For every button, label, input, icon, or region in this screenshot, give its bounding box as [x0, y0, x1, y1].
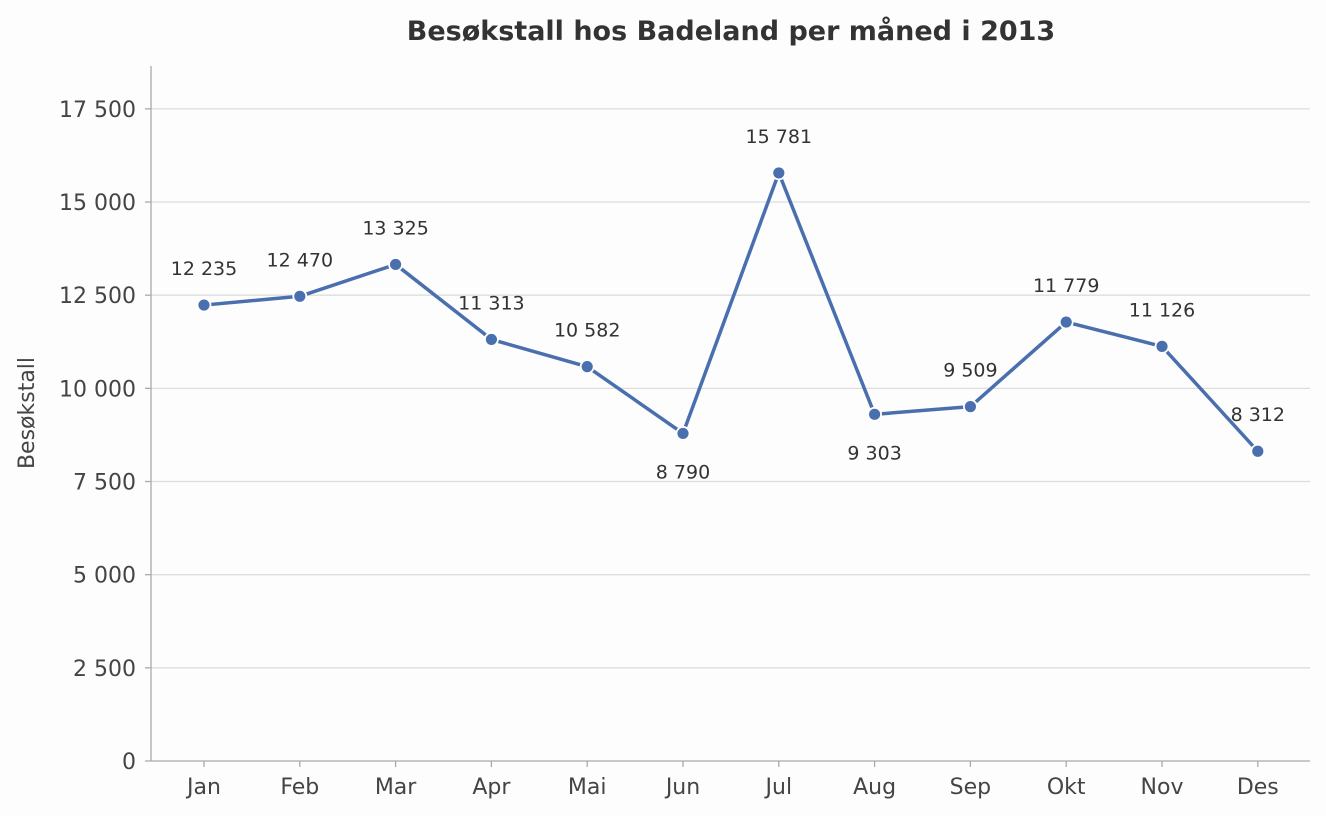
data-label: 12 235 [171, 258, 237, 280]
data-point [675, 426, 691, 441]
x-tick-label: Feb [280, 775, 319, 800]
data-point [196, 297, 212, 313]
y-tick-labels: 0 2 500 5 000 7 500 10 000 12 500 15 000 17 500 [59, 98, 151, 775]
data-labels: 12 235 12 470 13 325 11 313 10 582 8 790 15 78… [171, 126, 1285, 484]
x-tick-label: Des [1237, 775, 1279, 800]
data-point [292, 288, 308, 304]
data-label: 8 790 [656, 461, 710, 483]
data-label: 10 582 [554, 320, 620, 342]
x-tick-label: Jun [664, 775, 700, 800]
x-tick-label: Jul [764, 775, 793, 800]
x-tick-label: Okt [1047, 775, 1086, 800]
data-point [483, 332, 499, 347]
y-tick-label: 15 000 [59, 191, 136, 216]
data-point [579, 359, 595, 375]
data-label: 8 312 [1231, 404, 1285, 426]
series-visits [203, 171, 1260, 453]
axes [150, 66, 1310, 762]
chart-title: Besøkstall hos Badeland per måned i 2013 [407, 15, 1055, 47]
x-tick-label: Jan [185, 775, 221, 800]
y-tick-label: 10 000 [59, 377, 136, 402]
y-axis-label: Besøkstall [15, 357, 40, 469]
series-line [203, 171, 1260, 453]
data-points [196, 165, 1266, 459]
data-label: 11 126 [1129, 299, 1195, 321]
x-tick-labels: Jan Feb Mar Apr Mai Jun Jul Aug Sep Okt Nov Des [185, 761, 1279, 800]
data-label: 15 781 [746, 126, 812, 148]
data-label: 9 303 [847, 442, 901, 464]
y-tick-label: 17 500 [59, 98, 136, 123]
x-tick-label: Mai [568, 775, 607, 800]
x-tick-label: Apr [472, 775, 511, 800]
data-point [771, 165, 787, 181]
data-point [963, 399, 978, 415]
y-tick-label: 0 [122, 750, 136, 775]
x-tick-label: Sep [950, 775, 991, 800]
data-label: 9 509 [943, 360, 997, 382]
data-point [1058, 314, 1074, 330]
grid-lines [151, 108, 1310, 669]
y-tick-label: 5 000 [73, 564, 136, 589]
x-tick-label: Mar [375, 775, 417, 800]
data-label: 12 470 [267, 249, 333, 271]
y-tick-label: 7 500 [73, 471, 136, 496]
data-point [867, 406, 882, 422]
x-tick-label: Aug [853, 775, 896, 800]
data-label: 11 779 [1033, 275, 1099, 297]
data-label: 13 325 [362, 217, 428, 239]
x-tick-label: Nov [1141, 775, 1184, 800]
data-point [1154, 338, 1170, 354]
data-point [1250, 443, 1266, 459]
y-tick-label: 2 500 [73, 657, 136, 682]
y-tick-label: 12 500 [59, 284, 136, 309]
data-label: 11 313 [458, 292, 524, 314]
data-point [388, 257, 404, 272]
